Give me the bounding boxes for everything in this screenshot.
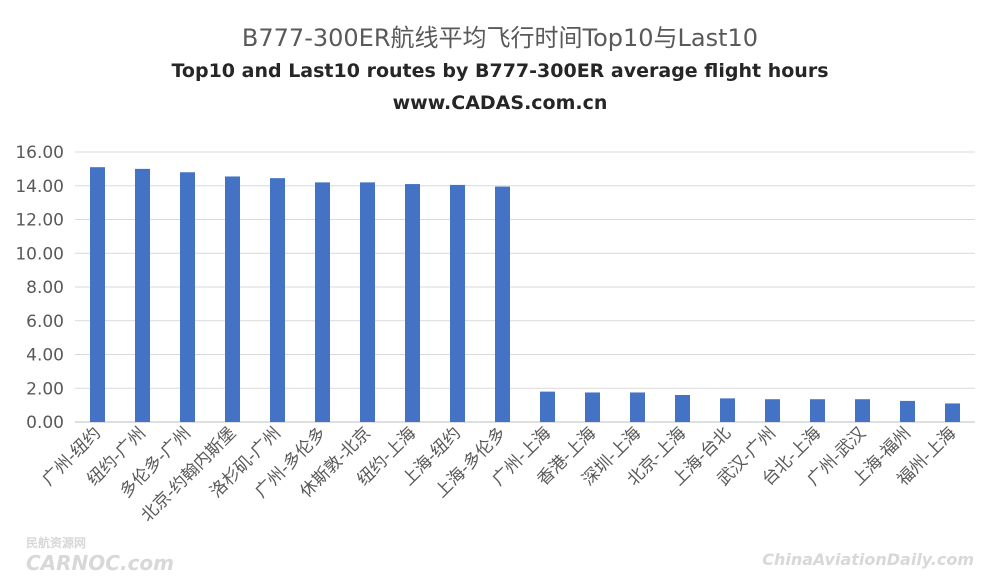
y-tick-label: 6.00 [26,312,64,332]
bar [720,398,735,422]
carnoc-watermark: 民航资源网 CARNOC.com [26,536,175,575]
y-tick-label: 10.00 [15,244,64,264]
chinaaviationdaily-watermark: ChinaAviationDaily.com [762,550,974,569]
bar [855,399,870,422]
bar [315,182,330,422]
y-tick-label: 16.00 [15,143,64,163]
bar [90,167,105,422]
bar [675,395,690,422]
bar [945,403,960,422]
chart-title: B777-300ER航线平均飞行时间Top10与Last10 [241,24,759,52]
chart-subtitle: Top10 and Last10 routes by B777-300ER av… [171,60,829,82]
bar [450,184,465,422]
bar [405,184,420,422]
bar [540,391,555,422]
bar [270,178,285,422]
y-tick-label: 2.00 [26,379,64,399]
bar [180,172,195,422]
bar [495,186,510,422]
bar [630,392,645,422]
y-tick-label: 8.00 [26,278,64,298]
bar [585,392,600,422]
website-label: www.CADAS.com.cn [392,92,608,114]
y-tick-label: 14.00 [15,177,64,197]
y-tick-label: 4.00 [26,346,64,366]
y-tick-label: 0.00 [26,413,64,433]
bar [900,400,915,422]
y-tick-label: 12.00 [15,211,64,231]
bar [765,399,780,422]
bar [225,176,240,422]
bar [810,399,825,422]
bar [360,182,375,422]
bar [135,168,150,422]
